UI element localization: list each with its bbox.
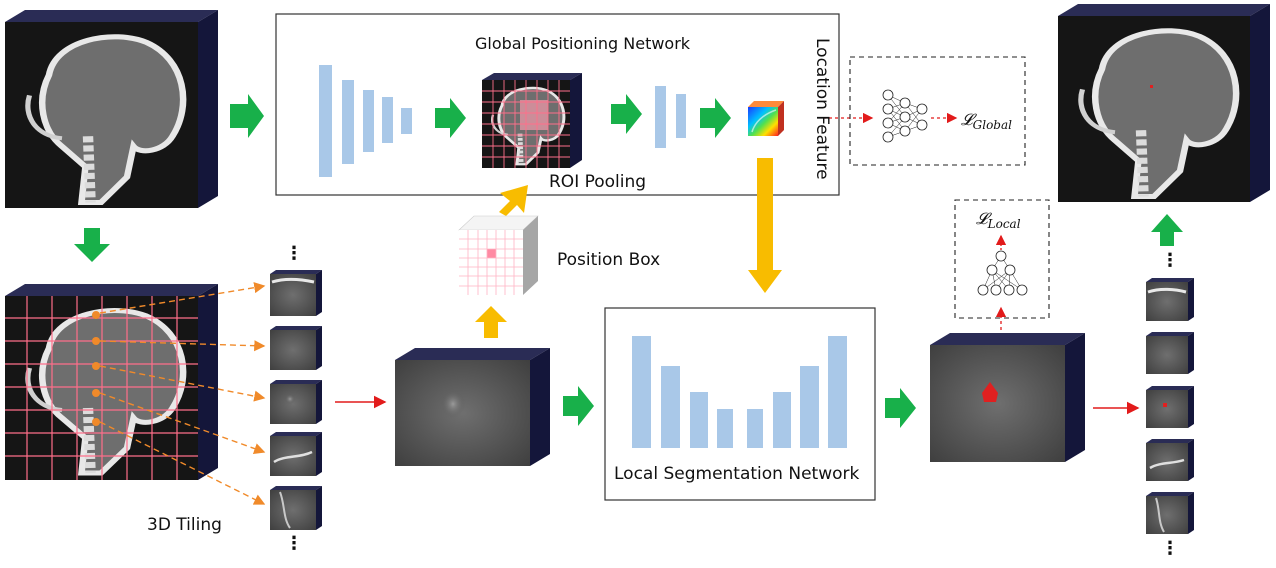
position-box-cube: [458, 215, 539, 295]
location-feature-label: Location Feature: [812, 38, 832, 180]
input-patch-volume: [395, 348, 550, 466]
tiled-ct-volume: [5, 284, 218, 480]
green-arrow-head-to-feature: [700, 98, 731, 138]
ellipsis-left-top: ⋮: [285, 243, 303, 264]
global-head-bars: [655, 86, 686, 148]
yellow-arrow-feature-to-local: [748, 158, 782, 293]
local-loss-symbol: 𝓛: [976, 209, 988, 228]
roi-pooling-label: ROI Pooling: [549, 172, 647, 192]
local-mlp-icon: [977, 250, 1028, 296]
local-loss-box: [954, 199, 1050, 319]
global-loss-label: 𝓛Global: [961, 110, 1012, 132]
green-arrow-input-to-global: [230, 94, 264, 138]
roi-pooled-volume: [482, 73, 582, 168]
green-arrow-encoder-to-roi: [435, 98, 466, 138]
input-ct-volume: [5, 10, 218, 208]
ellipsis-left-bottom: ⋮: [285, 533, 303, 554]
local-network-title: Local Segmentation Network: [614, 464, 860, 484]
tile-cubes-right: [1146, 278, 1194, 534]
local-loss-label: 𝓛Local: [976, 209, 1021, 231]
yellow-arrow-box-to-roi: [499, 185, 528, 216]
global-loss-subscript: Global: [972, 118, 1012, 133]
global-network-title: Global Positioning Network: [475, 34, 691, 53]
green-arrow-input-to-tiling: [74, 228, 110, 262]
green-arrow-roi-to-head: [611, 94, 642, 134]
tiling-label: 3D Tiling: [147, 515, 222, 535]
ellipsis-right-bottom: ⋮: [1161, 538, 1179, 559]
final-output-volume: [1058, 4, 1270, 202]
tile-arrows: [99, 282, 266, 505]
local-loss-subscript: Local: [987, 217, 1021, 232]
green-arrow-local-to-output: [885, 388, 916, 428]
position-box-label: Position Box: [557, 250, 661, 270]
global-loss-box: [849, 56, 1026, 166]
tile-cubes-left: [270, 270, 322, 530]
green-arrow-patch-to-local: [563, 386, 594, 426]
ellipsis-right-top: ⋮: [1161, 250, 1179, 271]
global-mlp-icon: [882, 89, 928, 143]
location-feature-cube: [748, 101, 784, 136]
green-arrow-tiles-to-output: [1151, 214, 1183, 246]
yellow-arrow-patch-to-box: [475, 306, 507, 338]
global-encoder-bars: [319, 65, 412, 177]
output-patch-volume: [930, 333, 1085, 462]
global-loss-symbol: 𝓛: [961, 110, 973, 129]
local-unet-bars: [632, 336, 847, 448]
